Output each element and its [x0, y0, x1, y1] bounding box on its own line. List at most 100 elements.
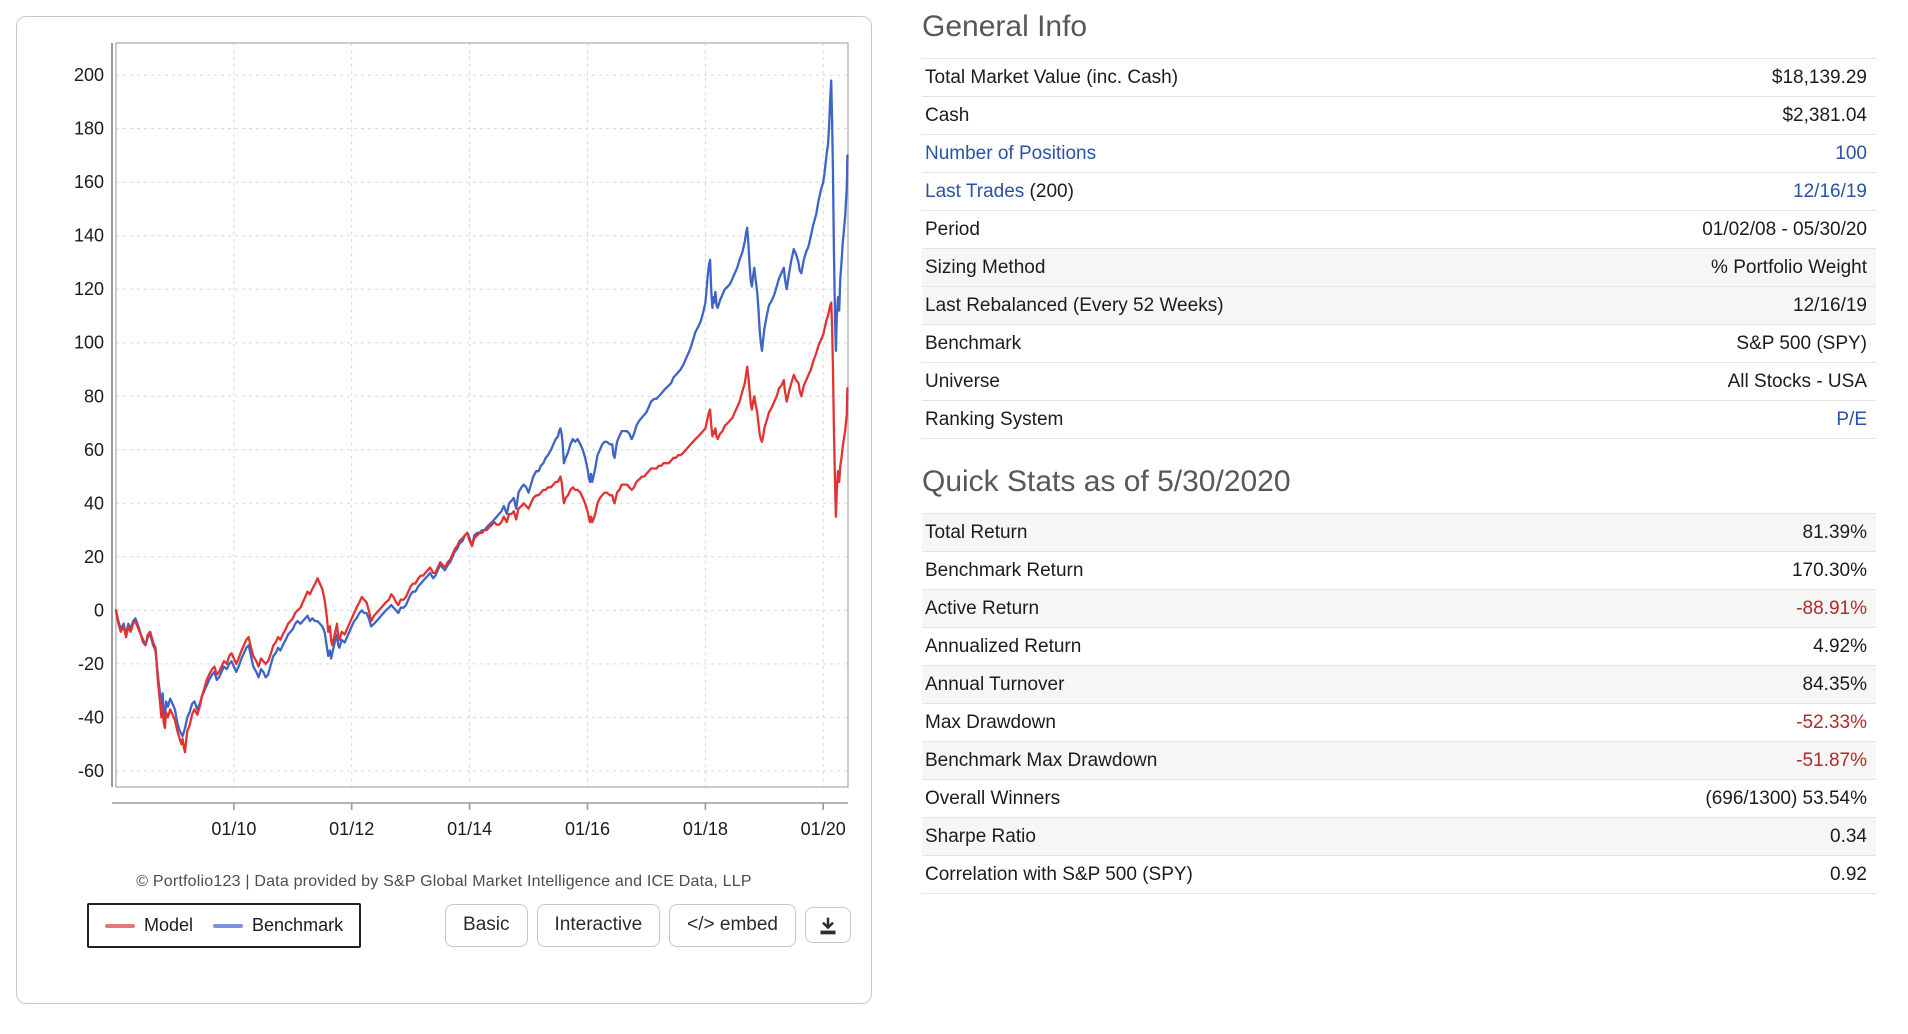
- table-row: Annual Turnover 84.35%: [922, 666, 1876, 704]
- row-value: % Portfolio Weight: [1711, 256, 1867, 278]
- row-value: (696/1300) 53.54%: [1705, 787, 1867, 809]
- embed-button[interactable]: </> embed: [669, 904, 796, 947]
- row-label-cell: Active Return: [925, 598, 1039, 620]
- svg-text:-40: -40: [78, 707, 104, 727]
- row-label-cell: Sizing Method: [925, 257, 1045, 279]
- svg-text:01/18: 01/18: [683, 819, 728, 839]
- svg-text:120: 120: [74, 279, 104, 299]
- table-row: Benchmark S&P 500 (SPY): [922, 325, 1876, 363]
- row-value: 0.92: [1830, 863, 1867, 885]
- row-value: $2,381.04: [1782, 104, 1867, 126]
- svg-text:140: 140: [74, 226, 104, 246]
- row-value-link[interactable]: 12/16/19: [1793, 180, 1867, 202]
- svg-text:0: 0: [94, 600, 104, 620]
- row-label-cell: Ranking System: [925, 409, 1063, 431]
- svg-text:60: 60: [84, 440, 104, 460]
- row-label: Total Return: [925, 521, 1028, 543]
- row-value: $18,139.29: [1771, 66, 1867, 88]
- table-row: Cash $2,381.04: [922, 97, 1876, 135]
- download-button[interactable]: [805, 907, 851, 944]
- row-label-cell: Benchmark: [925, 333, 1021, 355]
- svg-text:160: 160: [74, 172, 104, 192]
- basic-button[interactable]: Basic: [445, 904, 528, 947]
- row-label: Sizing Method: [925, 256, 1046, 278]
- svg-text:20: 20: [84, 547, 104, 567]
- row-label-cell: Period: [925, 219, 980, 241]
- row-label: Benchmark Return: [925, 559, 1084, 581]
- row-label-cell: Benchmark Return: [925, 560, 1083, 582]
- legend-item-model: Model: [105, 915, 193, 936]
- interactive-button[interactable]: Interactive: [536, 904, 661, 947]
- svg-text:01/10: 01/10: [211, 819, 256, 839]
- row-label-link[interactable]: Last Trades: [925, 180, 1025, 202]
- general-info-table: Total Market Value (inc. Cash) $18,139.29…: [922, 58, 1876, 439]
- svg-text:-60: -60: [78, 761, 104, 781]
- row-label: Annualized Return: [925, 635, 1082, 657]
- benchmark-line-swatch-icon: [213, 923, 244, 928]
- model-line-swatch-icon: [105, 923, 135, 928]
- row-value: -51.87%: [1796, 749, 1867, 771]
- row-label-cell: Cash: [925, 105, 969, 127]
- row-label: Active Return: [925, 597, 1040, 619]
- row-label-link[interactable]: Number of Positions: [925, 142, 1097, 164]
- table-row: Max Drawdown -52.33%: [922, 704, 1876, 742]
- row-label-cell: Number of Positions: [925, 143, 1096, 165]
- table-row: Overall Winners (696/1300) 53.54%: [922, 780, 1876, 818]
- row-value: 01/02/08 - 05/30/20: [1702, 218, 1867, 240]
- table-row: Number of Positions 100: [922, 135, 1876, 173]
- chart-legend: Model Benchmark: [87, 903, 362, 948]
- row-label-cell: Universe: [925, 371, 1000, 393]
- svg-text:01/14: 01/14: [447, 819, 492, 839]
- row-label: Ranking System: [925, 408, 1064, 430]
- row-label-cell: Correlation with S&P 500 (SPY): [925, 864, 1193, 886]
- row-label: Annual Turnover: [925, 673, 1065, 695]
- row-label: Sharpe Ratio: [925, 825, 1036, 847]
- row-value: -88.91%: [1796, 597, 1867, 619]
- svg-text:-20: -20: [78, 654, 104, 674]
- row-label-cell: Last Rebalanced (Every 52 Weeks): [925, 295, 1224, 317]
- table-row: Total Market Value (inc. Cash) $18,139.29: [922, 59, 1876, 97]
- svg-text:100: 100: [74, 333, 104, 353]
- row-label: Period: [925, 218, 980, 240]
- legend-label-benchmark: Benchmark: [252, 915, 344, 935]
- row-label: Last Rebalanced (Every 52 Weeks): [925, 294, 1224, 316]
- table-row: Total Return 81.39%: [922, 514, 1876, 552]
- row-label-cell: Max Drawdown: [925, 712, 1056, 734]
- general-info-title: General Info: [922, 10, 1088, 43]
- row-label-cell: Annualized Return: [925, 636, 1081, 658]
- svg-text:80: 80: [84, 386, 104, 406]
- row-label-cell: Benchmark Max Drawdown: [925, 750, 1157, 772]
- row-label: Total Market Value (inc. Cash): [925, 66, 1179, 88]
- svg-text:200: 200: [74, 65, 104, 85]
- table-row: Ranking System P/E: [922, 401, 1876, 439]
- quick-stats-table: Total Return 81.39% Benchmark Return 170.30…: [922, 513, 1876, 894]
- table-row: Correlation with S&P 500 (SPY) 0.92: [922, 856, 1876, 894]
- table-row: Benchmark Max Drawdown -51.87%: [922, 742, 1876, 780]
- svg-text:01/12: 01/12: [329, 819, 374, 839]
- row-label-cell: Annual Turnover: [925, 674, 1064, 696]
- chart-footer: Model Benchmark Basic Interactive </> em…: [17, 903, 871, 948]
- row-label-cell: Sharpe Ratio: [925, 826, 1036, 848]
- svg-text:01/20: 01/20: [801, 819, 846, 839]
- row-label: Overall Winners: [925, 787, 1061, 809]
- download-icon: [818, 916, 838, 936]
- row-label: Cash: [925, 104, 970, 126]
- performance-chart: -60 -40 -20 0 20 40 60 80 100 120 140 160 180 200 01/1…: [74, 42, 849, 839]
- row-value: All Stocks - USA: [1727, 370, 1867, 392]
- row-value: -52.33%: [1796, 711, 1867, 733]
- chart-buttons: Basic Interactive </> embed: [445, 904, 851, 947]
- table-row: Sharpe Ratio 0.34: [922, 818, 1876, 856]
- table-row: Period 01/02/08 - 05/30/20: [922, 211, 1876, 249]
- table-row: Active Return -88.91%: [922, 590, 1876, 628]
- row-value-link[interactable]: P/E: [1836, 408, 1867, 430]
- row-value-link[interactable]: 100: [1835, 142, 1867, 164]
- row-value: 12/16/19: [1793, 294, 1867, 316]
- chart-attribution: © Portfolio123 | Data provided by S&P Gl…: [136, 873, 752, 890]
- table-row: Annualized Return 4.92%: [922, 628, 1876, 666]
- row-label-cell: Total Return: [925, 522, 1027, 544]
- info-panel: General Info Total Market Value (inc. Ca…: [922, 10, 1876, 894]
- row-value: 0.34: [1830, 825, 1867, 847]
- row-label-cell: Total Market Value (inc. Cash): [925, 67, 1178, 89]
- legend-label-model: Model: [144, 915, 194, 935]
- row-label: Max Drawdown: [925, 711, 1056, 733]
